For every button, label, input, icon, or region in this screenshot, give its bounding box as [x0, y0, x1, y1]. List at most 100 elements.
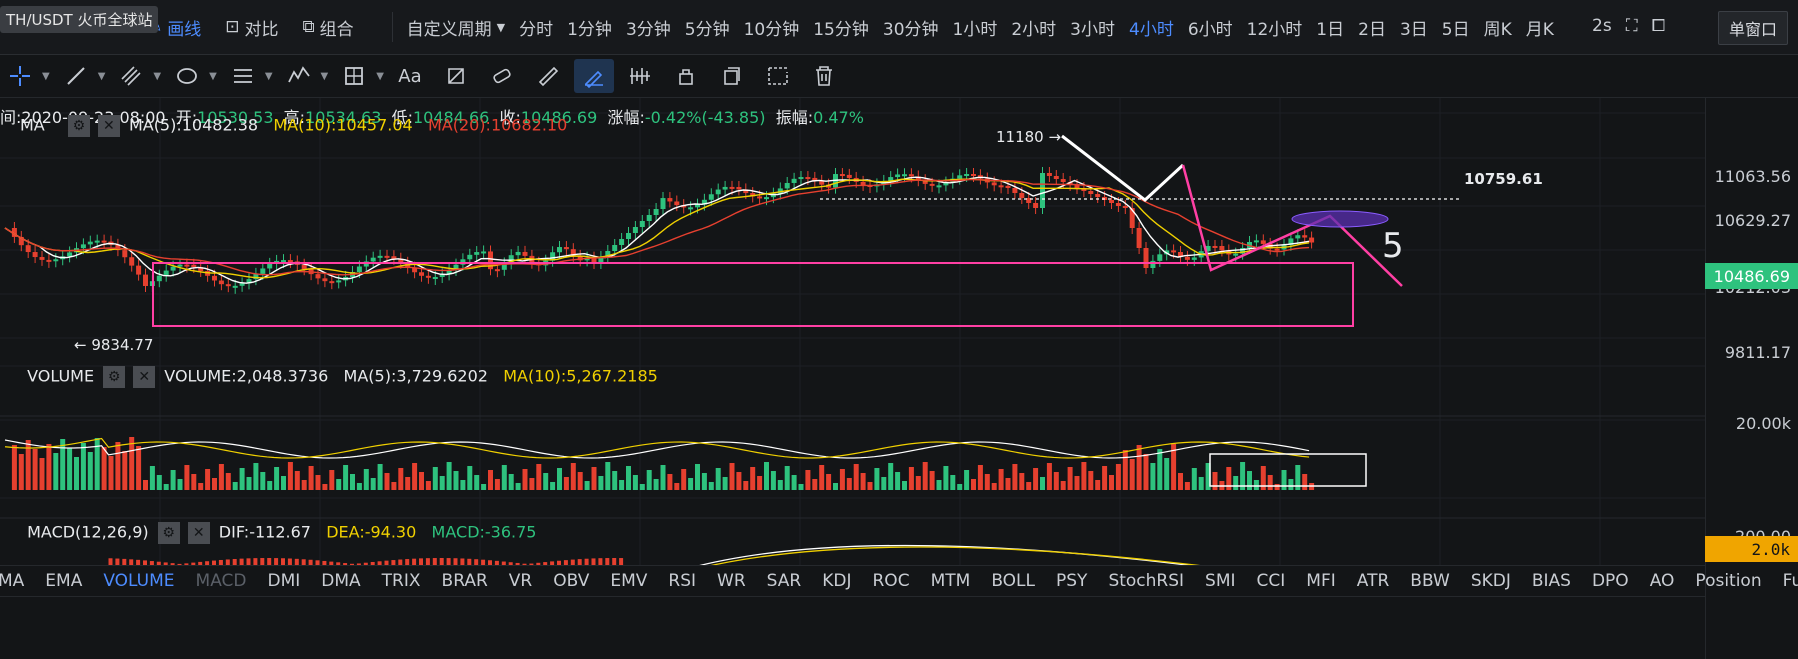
- close-icon[interactable]: ✕: [97, 115, 120, 137]
- period-2日[interactable]: 2日: [1358, 19, 1386, 40]
- indicator-tab-bbw[interactable]: BBW: [1410, 571, 1450, 591]
- indicator-tab-roc[interactable]: ROC: [872, 571, 910, 591]
- caret-icon[interactable]: ▼: [264, 70, 273, 82]
- lock-tool[interactable]: [666, 59, 706, 93]
- indicator-tab-ma[interactable]: MA: [0, 571, 25, 591]
- indicator-tab-rsi[interactable]: RSI: [668, 571, 697, 591]
- period-10分钟[interactable]: 10分钟: [743, 19, 800, 40]
- settings-icon[interactable]: ⚙: [157, 522, 180, 544]
- line-tool[interactable]: [56, 59, 96, 93]
- visibility-tool[interactable]: [758, 59, 798, 93]
- wave-tool[interactable]: [279, 59, 319, 93]
- candle: [522, 251, 528, 256]
- indicator-tab-dpo[interactable]: DPO: [1591, 571, 1629, 591]
- window-mode-dropdown[interactable]: 单窗口: [1717, 11, 1788, 45]
- period-3日[interactable]: 3日: [1399, 19, 1428, 40]
- indicator-tab-mtm[interactable]: MTM: [930, 571, 971, 591]
- popout-icon[interactable]: ⧠: [1651, 16, 1666, 36]
- caret-icon[interactable]: ▼: [97, 70, 106, 82]
- period-5日[interactable]: 5日: [1441, 19, 1470, 40]
- delete-tool[interactable]: [804, 59, 844, 93]
- indicator-tab-ao[interactable]: AO: [1649, 571, 1675, 591]
- settings-icon[interactable]: ⚙: [67, 115, 90, 137]
- caret-icon[interactable]: ▼: [320, 70, 329, 82]
- magnet-tool[interactable]: [436, 59, 476, 93]
- indicator-tab-ema[interactable]: EMA: [45, 571, 83, 591]
- combo-button[interactable]: ⧉ 组合: [302, 17, 354, 40]
- period-1日[interactable]: 1日: [1316, 19, 1345, 40]
- fullscreen-icon[interactable]: ⛶: [1625, 16, 1638, 36]
- caret-icon[interactable]: ▼: [42, 70, 50, 82]
- indicator-tab-atr[interactable]: ATR: [1356, 571, 1390, 591]
- period-周K[interactable]: 周K: [1483, 19, 1512, 40]
- period-3小时[interactable]: 3小时: [1070, 19, 1115, 40]
- indicator-tab-stochrsi[interactable]: StochRSI: [1108, 571, 1185, 591]
- close-icon[interactable]: ✕: [133, 366, 156, 388]
- shape-tool[interactable]: [167, 59, 207, 93]
- indicator-tab-volume[interactable]: VOLUME: [103, 571, 175, 591]
- period-2小时[interactable]: 2小时: [1011, 19, 1057, 40]
- candle: [770, 193, 776, 198]
- measure-tool[interactable]: [334, 59, 374, 93]
- period-3分钟[interactable]: 3分钟: [625, 19, 671, 40]
- text-tool[interactable]: Aa: [390, 59, 430, 93]
- channel-tool[interactable]: [111, 59, 151, 93]
- period-12小时[interactable]: 12小时: [1246, 19, 1303, 40]
- candle: [370, 257, 376, 262]
- period-4小时[interactable]: 4小时: [1129, 19, 1174, 40]
- period-月K[interactable]: 月K: [1525, 19, 1554, 40]
- indicator-tab-skdj[interactable]: SKDJ: [1470, 571, 1511, 591]
- indicator-tab-position[interactable]: Position: [1695, 571, 1762, 591]
- period-30分钟[interactable]: 30分钟: [882, 19, 939, 40]
- indicator-tab-obv[interactable]: OBV: [553, 571, 590, 591]
- eraser-tool[interactable]: [482, 59, 522, 93]
- indicator-tab-brar[interactable]: BRAR: [441, 571, 488, 591]
- indicator-tab-smi[interactable]: SMI: [1205, 571, 1236, 591]
- indicator-tab-kdj[interactable]: KDJ: [822, 571, 852, 591]
- custom-period-dropdown[interactable]: 自定义周期 ▼: [406, 19, 506, 40]
- period-1小时[interactable]: 1小时: [952, 19, 998, 40]
- volume-bar: [971, 479, 976, 490]
- period-5分钟[interactable]: 5分钟: [684, 19, 730, 40]
- close-icon[interactable]: ✕: [187, 522, 210, 544]
- volume-bar: [708, 482, 714, 490]
- indicator-tab-dmi[interactable]: DMI: [267, 571, 301, 591]
- continuous-draw-tool[interactable]: [573, 59, 614, 93]
- period-6小时[interactable]: 6小时: [1187, 19, 1233, 40]
- crosshair-tool[interactable]: [0, 59, 40, 93]
- indicator-tab-sar[interactable]: SAR: [766, 571, 802, 591]
- indicator-tab-dma[interactable]: DMA: [321, 571, 361, 591]
- indicator-tab-psy[interactable]: PSY: [1056, 571, 1088, 591]
- indicator-tab-wr[interactable]: WR: [717, 571, 746, 591]
- period-15分钟[interactable]: 15分钟: [813, 19, 869, 40]
- candle: [87, 241, 93, 245]
- settings-icon[interactable]: ⚙: [103, 366, 126, 388]
- indicator-tab-bias[interactable]: BIAS: [1531, 571, 1571, 591]
- indicator-tab-fundflow[interactable]: Fundflow: [1782, 571, 1798, 591]
- indicator-tab-vr[interactable]: VR: [508, 571, 533, 591]
- caret-icon[interactable]: ▼: [209, 70, 217, 82]
- indicator-tab-macd[interactable]: MACD: [195, 571, 247, 591]
- indicator-tab-boll[interactable]: BOLL: [991, 571, 1035, 591]
- volume-bar: [60, 439, 66, 490]
- volume-bar: [1129, 459, 1135, 490]
- indicator-tab-emv[interactable]: EMV: [610, 571, 648, 591]
- volume-bar: [591, 467, 597, 490]
- hline-label: 10759.61: [1464, 170, 1543, 188]
- ruler-tool[interactable]: [528, 59, 568, 93]
- copy-tool[interactable]: [712, 59, 752, 93]
- volume-bar: [681, 469, 687, 490]
- refresh-interval[interactable]: 2s: [1592, 16, 1612, 36]
- indicator-tab-mfi[interactable]: MFI: [1306, 571, 1336, 591]
- fib-tool[interactable]: [223, 59, 263, 93]
- drawing-tools: ▼ ▼ ▼ ▼ ▼ ▼ ▼ Aa: [0, 55, 1798, 98]
- period-1分钟[interactable]: 1分钟: [567, 19, 612, 40]
- indicator-tab-trix[interactable]: TRIX: [381, 571, 421, 591]
- caret-icon[interactable]: ▼: [153, 70, 162, 82]
- indicator-tab-cci[interactable]: CCI: [1256, 571, 1286, 591]
- period-分时[interactable]: 分时: [519, 19, 554, 40]
- caret-icon[interactable]: ▼: [376, 70, 384, 82]
- compare-button[interactable]: ⊡ 对比: [225, 17, 279, 40]
- pattern-tool[interactable]: [620, 59, 660, 93]
- macd-bar: [488, 560, 492, 568]
